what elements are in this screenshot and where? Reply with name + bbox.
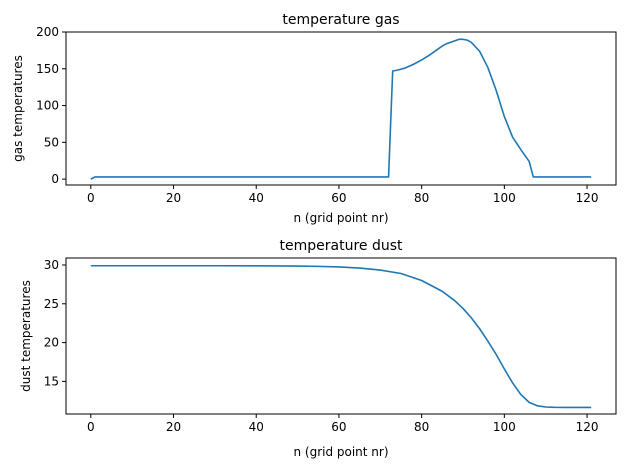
series-line bbox=[90, 38, 592, 180]
series-line bbox=[90, 264, 592, 409]
x-tick-label: 120 bbox=[576, 420, 599, 434]
x-tick-label: 0 bbox=[87, 420, 95, 434]
chart-title: temperature gas bbox=[282, 12, 399, 28]
y-tick-label: 150 bbox=[36, 62, 59, 76]
plot-frame bbox=[65, 31, 617, 186]
y-axis-label: gas temperatures bbox=[11, 55, 25, 162]
x-axis-label: n (grid point nr) bbox=[293, 211, 388, 225]
y-tick-label: 50 bbox=[44, 135, 59, 149]
y-tick-label: 200 bbox=[36, 25, 59, 39]
chart-gas: temperature gas 0 20 40 60 80 100 120 0 50 100 150 2… bbox=[11, 12, 617, 225]
x-tick-label: 100 bbox=[493, 420, 516, 434]
x-tick-label: 80 bbox=[414, 420, 429, 434]
x-tick-label: 20 bbox=[166, 191, 181, 205]
y-tick-label: 0 bbox=[51, 172, 59, 186]
y-axis-label: dust temperatures bbox=[19, 280, 33, 392]
x-tick-label: 120 bbox=[576, 191, 599, 205]
chart-dust: temperature dust 0 20 40 60 80 100 120 15 20 25 30 n… bbox=[19, 238, 617, 459]
y-tick-label: 20 bbox=[44, 336, 59, 350]
y-tick-label: 15 bbox=[44, 374, 59, 388]
x-tick-label: 20 bbox=[166, 420, 181, 434]
x-tick-label: 60 bbox=[331, 191, 346, 205]
y-tick-label: 25 bbox=[44, 297, 59, 311]
x-tick-label: 40 bbox=[249, 191, 264, 205]
y-tick-label: 30 bbox=[44, 258, 59, 272]
x-tick-label: 100 bbox=[493, 191, 516, 205]
x-axis-label: n (grid point nr) bbox=[293, 445, 388, 459]
x-tick-label: 0 bbox=[87, 191, 95, 205]
plot-frame bbox=[65, 257, 617, 415]
chart-title: temperature dust bbox=[280, 238, 404, 254]
x-tick-label: 80 bbox=[414, 191, 429, 205]
x-tick-label: 60 bbox=[331, 420, 346, 434]
y-tick-label: 100 bbox=[36, 99, 59, 113]
x-tick-label: 40 bbox=[249, 420, 264, 434]
